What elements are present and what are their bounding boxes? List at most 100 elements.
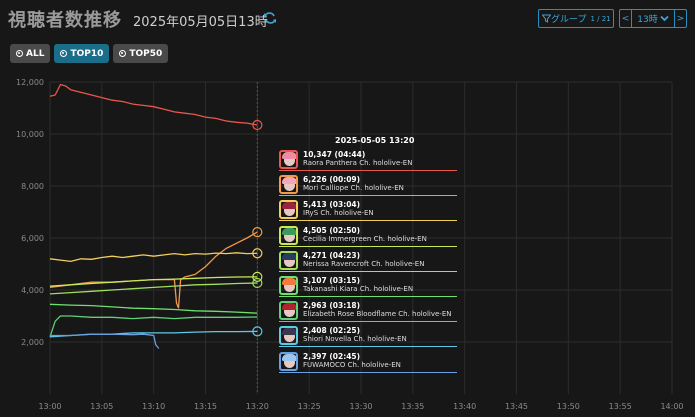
channel-name: Shiori Novella Ch. hololive-EN: [303, 335, 407, 344]
tooltip-row: 3,107 (03:15) Takanashi Kiara Ch. hololiv…: [279, 275, 457, 300]
tooltip-row: 6,226 (00:09) Mori Calliope Ch. hololive-…: [279, 174, 457, 199]
y-tick-label: 4,000: [21, 286, 44, 295]
previous-hour-button[interactable]: <: [621, 13, 630, 24]
channel-name: Raora Panthera Ch. hololive-EN: [303, 159, 413, 167]
viewer-value: 2,397 (02:45): [303, 351, 361, 361]
series-line: [49, 303, 258, 314]
row-divider: [279, 321, 457, 323]
avatar: [279, 175, 298, 195]
tooltip-row: 2,963 (03:18) Elizabeth Rose Bloodflame C…: [279, 300, 457, 325]
row-divider: [279, 346, 457, 348]
avatar: [279, 275, 298, 295]
x-tick-label: 13:25: [298, 402, 321, 411]
refresh-icon[interactable]: [263, 11, 277, 25]
viewer-value: 4,505 (02:50): [303, 225, 361, 235]
series-line: [49, 252, 258, 263]
next-hour-button[interactable]: >: [676, 13, 685, 24]
x-tick-label: 13:05: [90, 402, 113, 411]
group-count: 1 / 21: [590, 14, 611, 23]
filter-icon: [542, 14, 551, 23]
tooltip: 10,347 (04:44) Raora Panthera Ch. hololiv…: [279, 149, 457, 376]
viewer-value: 4,271 (04:23): [303, 250, 361, 260]
y-tick-label: 10,000: [16, 130, 44, 139]
channel-name: Elizabeth Rose Bloodflame Ch. hololive-E…: [303, 310, 452, 319]
avatar: [279, 351, 298, 371]
filter-group: ALL TOP10 TOP50: [10, 44, 169, 63]
tooltip-row: 5,413 (03:04) IRyS Ch. hololive-EN: [279, 199, 457, 224]
viewer-value: 2,963 (03:18): [303, 301, 361, 311]
viewer-value: 2,408 (02:25): [303, 326, 361, 336]
x-tick-label: 13:00: [38, 402, 61, 411]
x-tick-label: 13:15: [194, 402, 217, 411]
viewer-value: 3,107 (03:15): [303, 275, 361, 285]
y-tick-label: 2,000: [21, 338, 44, 347]
avatar: [279, 200, 298, 220]
avatar: [279, 301, 298, 321]
y-tick-label: 8,000: [21, 182, 44, 191]
series-line: [49, 276, 258, 287]
tooltip-row: 2,408 (02:25) Shiori Novella Ch. hololive…: [279, 325, 457, 350]
hour-select[interactable]: 13時: [631, 10, 675, 27]
x-tick-label: 14:00: [660, 402, 683, 411]
filter-label: TOP10: [70, 48, 104, 59]
channel-name: Nerissa Ravencroft Ch. hololive-EN: [303, 259, 425, 268]
tooltip-row: 4,271 (04:23) Nerissa Ravencroft Ch. holo…: [279, 250, 457, 275]
channel-name: Takanashi Kiara Ch. hololive-EN: [303, 284, 414, 293]
row-divider: [279, 195, 457, 197]
filter-top10-button[interactable]: TOP10: [54, 44, 110, 63]
series-line: [49, 83, 258, 126]
viewer-value: 5,413 (03:04): [303, 200, 361, 210]
avatar: [279, 225, 298, 245]
x-tick-label: 13:40: [453, 402, 476, 411]
avatar: [279, 326, 298, 346]
page-title: 視聴者数推移: [8, 10, 122, 31]
channel-name: FUWAMOCO Ch. hololive-EN: [303, 360, 401, 369]
y-tick-label: 6,000: [21, 234, 44, 243]
row-divider: [279, 170, 457, 171]
group-filter-button[interactable]: グループ 1 / 21: [538, 9, 614, 28]
filter-all-button[interactable]: ALL: [10, 44, 51, 63]
channel-name: Cecilia Immergreen Ch. hololive-EN: [303, 234, 427, 243]
tooltip-row: 10,347 (04:44) Raora Panthera Ch. hololiv…: [279, 149, 457, 174]
avatar: [279, 150, 298, 169]
hover-marker: [252, 326, 263, 337]
hover-marker: [252, 227, 263, 238]
series-line: [49, 315, 258, 338]
row-divider: [279, 371, 457, 373]
viewer-value: 10,347 (04:44): [303, 150, 366, 159]
x-tick-label: 13:50: [557, 402, 580, 411]
group-label: グループ: [551, 15, 587, 25]
series-line: [49, 282, 258, 295]
radio-icon: [60, 50, 68, 57]
hour-label: 13時: [637, 15, 658, 25]
hover-marker: [252, 119, 263, 131]
radio-icon: [16, 50, 23, 57]
x-tick-label: 13:10: [142, 402, 165, 411]
tooltip-row: 4,505 (02:50) Cecilia Immergreen Ch. holo…: [279, 225, 457, 250]
x-tick-label: 13:45: [505, 402, 528, 411]
row-divider: [279, 220, 457, 222]
hover-marker: [252, 277, 263, 289]
x-tick-label: 13:35: [401, 402, 424, 411]
filter-label: TOP50: [129, 48, 163, 59]
row-divider: [279, 245, 457, 247]
avatar: [279, 250, 298, 270]
filter-label: ALL: [26, 48, 45, 59]
x-tick-label: 13:55: [609, 402, 632, 411]
viewer-value: 6,226 (00:09): [303, 175, 361, 185]
x-tick-label: 13:30: [349, 402, 372, 411]
hover-marker: [252, 248, 263, 259]
row-divider: [279, 270, 457, 272]
filter-top50-button[interactable]: TOP50: [113, 44, 169, 63]
series-line: [50, 333, 160, 349]
channel-name: IRyS Ch. hololive-EN: [303, 209, 374, 218]
channel-name: Mori Calliope Ch. hololive-EN: [303, 184, 404, 193]
current-datetime: 2025年05月05日13時: [133, 15, 268, 30]
tooltip-date: 2025-05-05 13:20: [335, 136, 415, 145]
hover-marker: [252, 271, 263, 282]
tooltip-row: 2,397 (02:45) FUWAMOCO Ch. hololive-EN: [279, 351, 457, 376]
chevron-down-icon: [660, 15, 669, 22]
row-divider: [279, 295, 457, 297]
x-tick-label: 13:20: [246, 402, 269, 411]
